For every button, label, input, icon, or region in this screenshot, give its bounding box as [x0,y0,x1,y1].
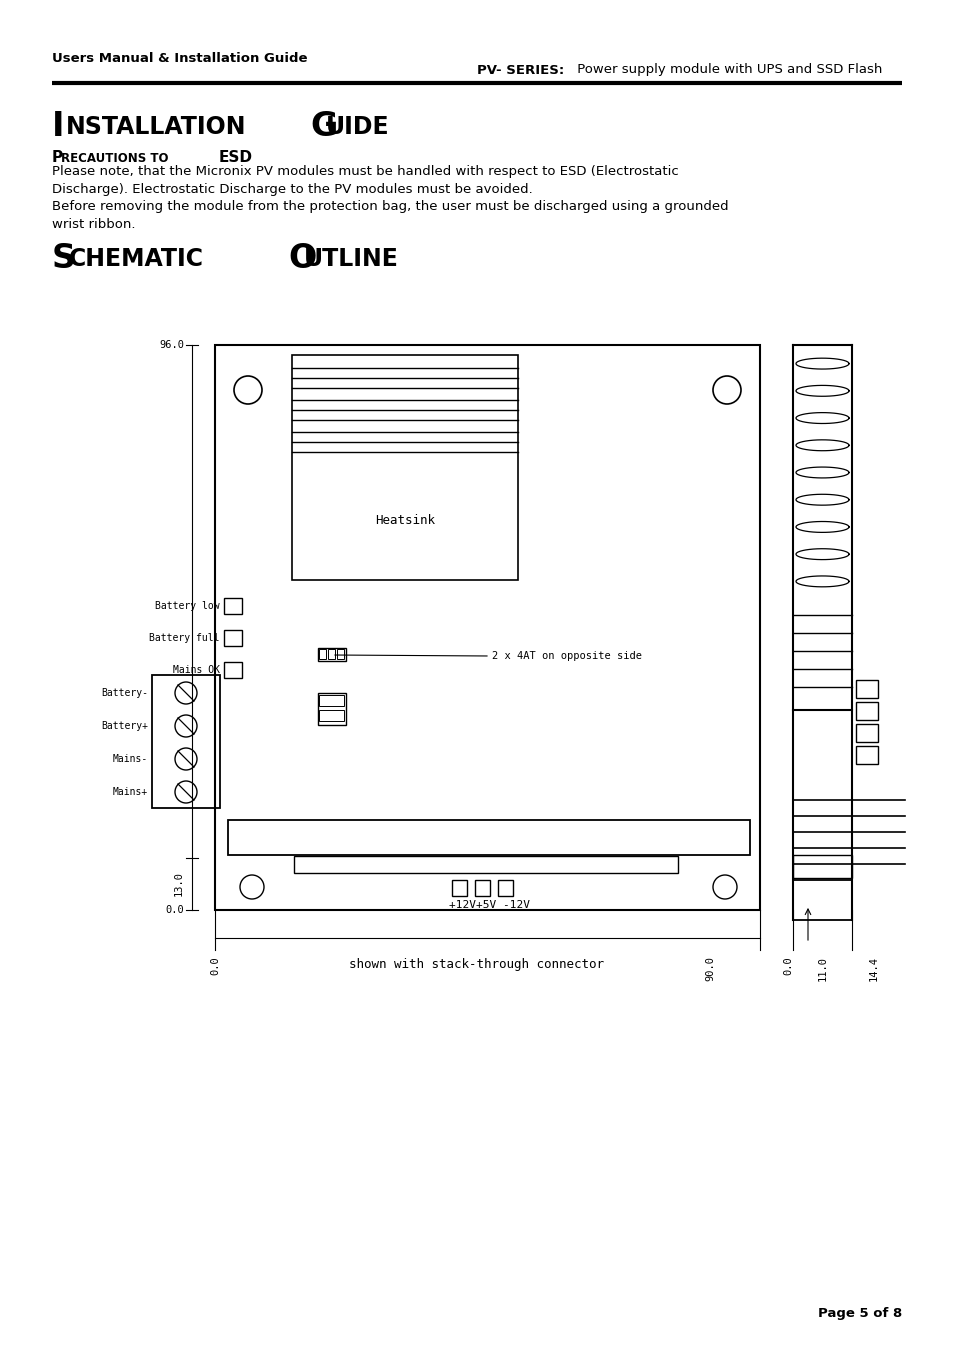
Text: 96.0: 96.0 [159,340,184,350]
Bar [224,598,242,613]
Text: Mains+: Mains+ [112,788,148,797]
Text: Page 5 of 8: Page 5 of 8 [817,1306,901,1320]
Text: Mains OK: Mains OK [172,665,220,676]
Bar [318,694,344,707]
Text: 0.0: 0.0 [165,905,184,915]
Text: Battery full: Battery full [150,634,220,643]
Text: 2 x 4AT on opposite side: 2 x 4AT on opposite side [492,651,641,661]
Text: P: P [52,150,63,165]
Bar [475,880,490,896]
Text: Mains-: Mains- [112,754,148,765]
Text: 14.4: 14.4 [868,957,878,981]
Text: 0.0: 0.0 [210,957,220,975]
Text: Users Manual & Installation Guide: Users Manual & Installation Guide [52,51,307,65]
Text: RECAUTIONS TO: RECAUTIONS TO [61,151,169,165]
Bar [317,693,346,725]
Bar [294,857,678,873]
Bar [328,648,335,659]
Text: shown with stack-through connector: shown with stack-through connector [349,958,604,971]
Bar [152,676,220,808]
Text: G: G [310,109,337,143]
Text: Battery+: Battery+ [101,721,148,731]
Text: UIDE: UIDE [326,115,389,139]
Text: +12V+5V -12V: +12V+5V -12V [449,900,530,911]
Bar [224,630,242,646]
Text: Power supply module with UPS and SSD Flash: Power supply module with UPS and SSD Fla… [573,63,882,77]
Text: 90.0: 90.0 [704,957,714,981]
Bar [292,355,517,580]
Text: Heatsink: Heatsink [375,513,435,527]
Text: CHEMATIC: CHEMATIC [69,247,204,272]
Bar [452,880,467,896]
Text: Battery-: Battery- [101,688,148,698]
Text: 0.0: 0.0 [782,957,792,975]
Bar [228,820,749,855]
Text: ESD: ESD [219,150,253,165]
Text: NSTALLATION: NSTALLATION [66,115,246,139]
Text: UTLINE: UTLINE [304,247,398,272]
Text: I: I [52,109,65,143]
Bar [336,648,344,659]
Bar [318,648,326,659]
Bar [214,345,760,911]
Bar [792,880,851,920]
Bar [224,662,242,678]
Text: PV- SERIES:: PV- SERIES: [476,63,563,77]
Bar [497,880,513,896]
Bar [855,746,877,765]
Text: Battery low: Battery low [155,601,220,611]
Bar [855,703,877,720]
Bar [317,648,346,661]
Bar [855,724,877,742]
Bar [855,680,877,698]
Text: Please note, that the Micronix PV modules must be handled with respect to ESD (E: Please note, that the Micronix PV module… [52,165,678,196]
Text: 13.0: 13.0 [173,871,184,897]
Text: Before removing the module from the protection bag, the user must be discharged : Before removing the module from the prot… [52,200,728,231]
Bar [792,855,851,878]
Text: 11.0: 11.0 [817,957,826,981]
Bar [318,711,344,721]
Text: O: O [288,242,315,276]
Text: S: S [52,242,76,276]
